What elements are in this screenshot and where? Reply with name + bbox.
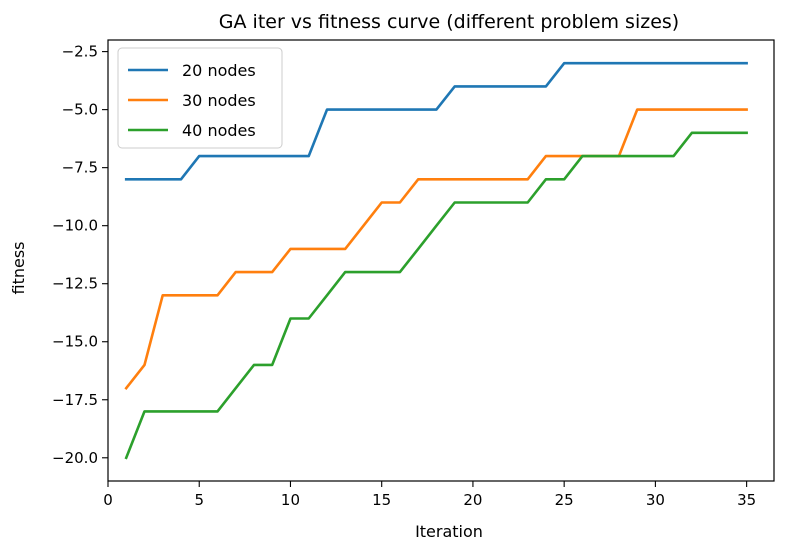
x-tick-label: 35 xyxy=(737,491,756,509)
x-tick-label: 0 xyxy=(103,491,113,509)
x-tick-label: 30 xyxy=(646,491,665,509)
x-tick-label: 15 xyxy=(372,491,391,509)
plot-frame xyxy=(107,39,775,482)
legend-label: 20 nodes xyxy=(182,61,256,80)
y-tick-label: −5.0 xyxy=(62,101,98,119)
x-axis-label: Iteration xyxy=(415,522,483,541)
series-line-1 xyxy=(124,61,748,181)
y-tick-label: −17.5 xyxy=(52,391,98,409)
x-tick-label: 5 xyxy=(194,491,204,509)
legend-label: 40 nodes xyxy=(182,121,256,140)
y-tick-label: −2.5 xyxy=(62,43,98,61)
x-tick-label: 10 xyxy=(281,491,300,509)
y-tick-label: −12.5 xyxy=(52,275,98,293)
legend-label: 30 nodes xyxy=(182,91,256,110)
y-tick-label: −20.0 xyxy=(52,449,98,467)
y-axis-label: fitness xyxy=(9,241,28,294)
y-tick-label: −7.5 xyxy=(62,159,98,177)
series-line-2 xyxy=(124,108,748,391)
x-tick-label: 25 xyxy=(555,491,574,509)
plot-area: 0 5 10 15 20 25 30 35 −20.0 −17.5 −15.0 −12.5 −10.0 −… xyxy=(52,39,775,509)
series-line-3 xyxy=(124,131,748,460)
chart-title: GA iter vs fitness curve (different prob… xyxy=(219,11,679,33)
legend-box xyxy=(117,47,283,149)
x-tick-label: 20 xyxy=(463,491,482,509)
y-tick-label: −15.0 xyxy=(52,333,98,351)
y-tick-label: −10.0 xyxy=(52,217,98,235)
